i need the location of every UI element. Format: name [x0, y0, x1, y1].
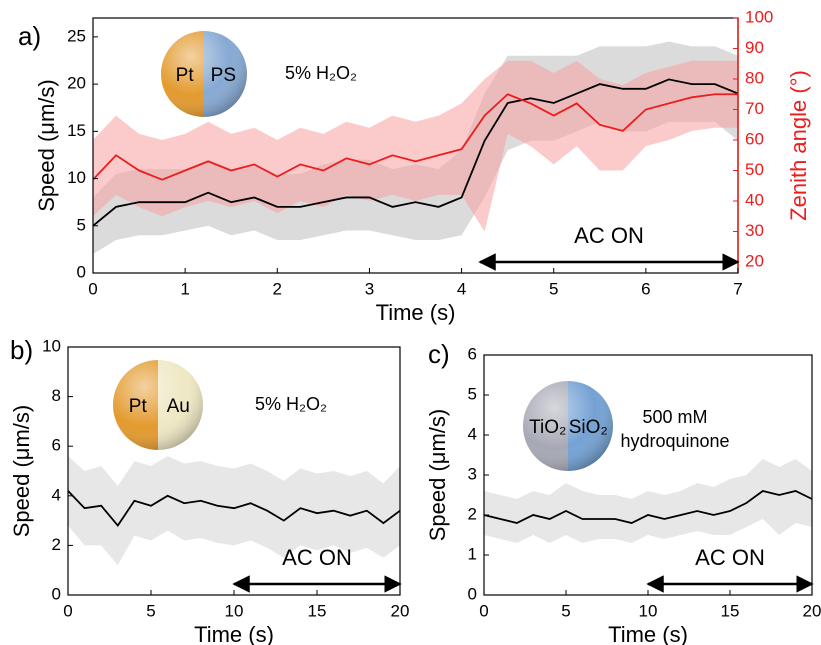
- particle-right-label: SiO₂: [569, 417, 608, 438]
- x-tick-label: 0: [63, 601, 72, 620]
- y-tick-label: 25: [67, 26, 86, 45]
- panel-label: b): [10, 335, 33, 365]
- x-tick-label: 3: [365, 279, 374, 298]
- y-tick-label: 2: [52, 535, 61, 554]
- x-tick-label: 5: [146, 601, 155, 620]
- x-tick-label: 0: [479, 601, 488, 620]
- particle-shine: [523, 381, 613, 471]
- y-tick-label: 2: [468, 504, 477, 523]
- x-tick-label: 1: [180, 279, 189, 298]
- series-line: [92, 93, 738, 181]
- band: [484, 459, 812, 543]
- annotation-text: AC ON: [282, 545, 352, 570]
- y2-tick-label: 20: [745, 252, 764, 271]
- x-tick-label: 15: [721, 601, 740, 620]
- y-axis-label: Speed (μm/s): [9, 405, 34, 538]
- x-tick-label: 15: [308, 601, 327, 620]
- y-tick-label: 4: [52, 485, 61, 504]
- x-tick-label: 5: [549, 279, 558, 298]
- particle-left-label: TiO₂: [529, 417, 566, 438]
- x-tick-label: 5: [561, 601, 570, 620]
- panel-label: c): [428, 339, 450, 369]
- condition-text: 500 mM: [642, 407, 707, 427]
- y-tick-label: 0: [468, 584, 477, 603]
- y2-tick-label: 70: [745, 99, 764, 118]
- y2-tick-label: 30: [745, 221, 764, 240]
- x-tick-label: 2: [273, 279, 282, 298]
- condition-text: 5% H₂O₂: [255, 394, 327, 414]
- y-tick-label: 20: [67, 74, 86, 93]
- annotation-text: AC ON: [574, 223, 644, 248]
- x-tick-label: 10: [225, 601, 244, 620]
- y-tick-label: 0: [52, 584, 61, 603]
- x-tick-label: 7: [733, 279, 742, 298]
- series-line: [483, 490, 813, 524]
- x-tick-label: 10: [639, 601, 658, 620]
- particle-right-label: Au: [167, 396, 190, 417]
- y2-tick-label: 80: [745, 68, 764, 87]
- y-tick-label: 3: [468, 464, 477, 483]
- y-tick-label: 1: [468, 544, 477, 563]
- particle-shine: [161, 31, 247, 117]
- y-tick-label: 6: [52, 436, 61, 455]
- series-line: [67, 490, 401, 528]
- particle-left-label: Pt: [129, 396, 148, 417]
- x-tick-label: 4: [457, 279, 466, 298]
- x-tick-label: 20: [391, 601, 410, 620]
- y-tick-label: 10: [42, 336, 61, 355]
- y-tick-label: 0: [77, 262, 86, 281]
- condition-text: 5% H₂O₂: [285, 63, 357, 83]
- x-axis-label: Time (s): [376, 300, 456, 325]
- y-tick-label: 5: [468, 384, 477, 403]
- y-tick-label: 6: [468, 344, 477, 363]
- particle-right-label: PS: [211, 65, 236, 86]
- x-axis-label: Time (s): [194, 622, 274, 645]
- series-line: [92, 78, 739, 227]
- panel-label: a): [18, 21, 41, 51]
- y-axis-label: Speed (μm/s): [34, 79, 59, 212]
- x-tick-label: 6: [641, 279, 650, 298]
- x-axis-label: Time (s): [608, 622, 688, 645]
- y-tick-label: 10: [67, 168, 86, 187]
- y2-tick-label: 90: [745, 38, 764, 57]
- y-tick-label: 4: [468, 424, 477, 443]
- y2-tick-label: 50: [745, 160, 764, 179]
- x-tick-label: 0: [88, 279, 97, 298]
- x-tick-label: 20: [803, 601, 821, 620]
- condition-text: hydroquinone: [620, 431, 729, 451]
- y2-axis-label: Zenith angle (°): [786, 70, 811, 221]
- particle-left-label: Pt: [176, 65, 195, 86]
- band: [68, 456, 400, 566]
- particle-shine: [113, 360, 203, 450]
- annotation-text: AC ON: [695, 545, 765, 570]
- y2-tick-label: 100: [745, 7, 773, 26]
- y-tick-label: 8: [52, 386, 61, 405]
- y2-tick-label: 40: [745, 190, 764, 209]
- y-tick-label: 5: [77, 215, 86, 234]
- y-tick-label: 15: [67, 121, 86, 140]
- y-axis-label: Speed (μm/s): [425, 409, 450, 542]
- y2-tick-label: 60: [745, 129, 764, 148]
